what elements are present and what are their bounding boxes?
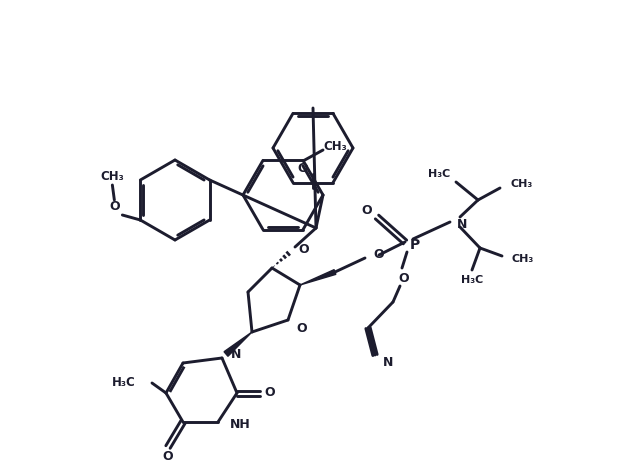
Text: O: O <box>265 386 275 400</box>
Text: NH: NH <box>230 417 251 431</box>
Text: O: O <box>362 204 372 217</box>
Text: CH₃: CH₃ <box>512 254 534 264</box>
Text: H₃C: H₃C <box>461 275 483 285</box>
Polygon shape <box>224 332 252 356</box>
Text: O: O <box>399 272 410 284</box>
Text: O: O <box>296 321 307 335</box>
Text: H₃C: H₃C <box>428 169 450 179</box>
Polygon shape <box>300 270 336 285</box>
Text: O: O <box>109 201 120 213</box>
Text: H₃C: H₃C <box>112 376 136 390</box>
Text: O: O <box>298 243 308 256</box>
Text: CH₃: CH₃ <box>510 179 532 189</box>
Text: P: P <box>410 238 420 252</box>
Text: N: N <box>457 218 467 230</box>
Text: O: O <box>373 248 383 260</box>
Text: O: O <box>298 162 308 174</box>
Text: N: N <box>231 348 241 361</box>
Text: N: N <box>383 357 394 369</box>
Text: O: O <box>163 451 173 463</box>
Text: CH₃: CH₃ <box>100 170 124 182</box>
Text: CH₃: CH₃ <box>323 140 347 152</box>
